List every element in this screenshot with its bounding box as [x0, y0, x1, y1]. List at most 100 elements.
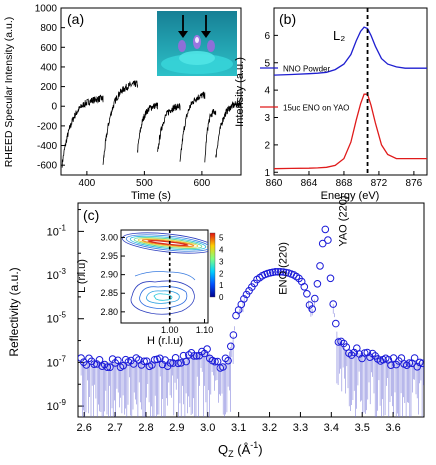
panel-c-ylabel: Reflectivity (a.u.) — [7, 267, 21, 356]
data-point — [213, 357, 222, 366]
series-15uc-eno-on-yao — [274, 93, 427, 170]
y-tick-label: 10-5 — [47, 311, 67, 326]
x-tick-label: 872 — [371, 178, 388, 189]
y-tick-label: -400 — [37, 141, 57, 152]
data-point — [334, 338, 343, 346]
data-point — [279, 268, 288, 276]
x-tick-label: 864 — [301, 178, 318, 189]
data-point — [316, 262, 324, 270]
data-point — [360, 349, 369, 357]
rheed-trace-segment — [157, 103, 181, 152]
x-tick-label: 2.8 — [138, 422, 153, 434]
rheed-trace-segment — [215, 100, 241, 158]
x-tick-label: 400 — [79, 178, 96, 189]
colorbar-tick-label: 3 — [219, 257, 224, 266]
y-tick-label: -200 — [37, 121, 57, 132]
data-point — [203, 345, 211, 353]
data-point — [158, 360, 167, 369]
x-tick-label: 868 — [336, 178, 353, 189]
data-point — [195, 351, 204, 360]
y-tick-label: 4 — [264, 86, 270, 97]
x-tick-label: 3.0 — [200, 422, 215, 434]
y-tick-label: 400 — [40, 62, 57, 73]
data-point — [192, 352, 201, 360]
colorbar-tick-label: 1 — [219, 281, 224, 290]
data-point — [413, 363, 422, 371]
data-point — [177, 359, 185, 367]
panel-b-ylabel: Intensity (a.u.) — [234, 57, 246, 127]
annotation-yao-220: YAO (220) — [338, 196, 350, 247]
x-tick-label: 860 — [266, 178, 283, 189]
rheed-inset-image — [157, 11, 237, 76]
colorbar-tick-label: 0 — [219, 293, 224, 302]
inset-y-tick-label: 2.85 — [100, 288, 118, 298]
colorbar-tick-label: 4 — [219, 246, 224, 255]
panel-b-frame — [273, 7, 428, 176]
y-tick-label: 1000 — [35, 4, 58, 15]
inset-y-tick-label: 3.00 — [100, 232, 118, 242]
panel-c-frame — [77, 202, 425, 418]
panel-b-xlabel: Energy (eV) — [321, 190, 380, 202]
data-point — [410, 354, 419, 362]
x-tick-label: 600 — [194, 178, 211, 189]
x-tick-label: 3.2 — [262, 422, 277, 434]
data-point — [150, 356, 159, 364]
data-point — [350, 348, 359, 357]
rheed-trace-segment — [137, 102, 158, 153]
inset-y-tick-label: 2.80 — [100, 307, 118, 317]
y-tick-label: 0 — [51, 102, 57, 113]
panel-a-frame — [60, 7, 242, 176]
rheed-trace-segment — [179, 91, 206, 162]
data-point — [368, 349, 377, 358]
x-tick-label: 3.5 — [355, 422, 370, 434]
rsm-inset: 1.00 1.10 2.80 2.85 2.90 2.95 3.00 0 1 2 3 4 5 H (r… — [76, 229, 224, 347]
x-tick-label: 500 — [136, 178, 153, 189]
data-point — [324, 236, 332, 244]
legend-nno-label: NNO Powder — [283, 65, 330, 74]
data-point — [90, 360, 98, 369]
rsm-contours-lower — [130, 271, 196, 315]
panel-c-xlabel: QZ (Å-1) — [218, 440, 263, 459]
data-point — [103, 363, 112, 372]
data-point — [313, 280, 322, 288]
y-tick-label: 10-1 — [47, 223, 67, 238]
data-point — [329, 300, 338, 308]
y-tick-label: 10-9 — [47, 398, 67, 413]
data-point — [266, 269, 275, 277]
colorbar — [209, 232, 216, 298]
data-point — [108, 355, 117, 363]
data-point — [174, 359, 182, 368]
data-point — [308, 305, 317, 313]
y-tick-label: 200 — [40, 82, 57, 93]
data-point — [337, 337, 345, 346]
rsm-contours-upper — [121, 232, 208, 254]
panel-c: 2.6 2.7 2.8 2.9 3.0 3.1 3.2 3.3 3.4 3.5 3.6 10-1 10-… — [7, 196, 425, 459]
y-tick-label: 3 — [264, 113, 270, 124]
y-tick-label: 10-7 — [47, 354, 67, 369]
y-tick-label: 2 — [264, 140, 270, 151]
data-point — [347, 351, 356, 359]
data-point — [318, 239, 327, 248]
data-point — [182, 357, 190, 366]
data-point — [106, 363, 114, 372]
inset-ylabel: L (r.l.u) — [76, 259, 88, 293]
y-tick-label: 6 — [264, 31, 270, 42]
data-point — [219, 363, 227, 371]
data-point — [114, 356, 122, 365]
data-point — [229, 331, 238, 339]
data-point — [271, 268, 280, 276]
inset-x-tick-label: 1.10 — [196, 325, 214, 335]
panel-a-label: (a) — [67, 11, 84, 27]
x-tick-label: 2.7 — [107, 422, 122, 434]
x-tick-label: 3.3 — [293, 422, 308, 434]
data-point — [374, 355, 382, 363]
data-point — [282, 268, 290, 277]
x-tick-label: 3.6 — [385, 422, 400, 434]
y-tick-label: 5 — [264, 58, 270, 69]
panel-c-label: (c) — [83, 207, 99, 223]
y-tick-label: 800 — [40, 23, 57, 34]
data-point — [405, 359, 414, 367]
inset-x-tick-label: 1.00 — [161, 325, 179, 335]
inset-y-tick-label: 2.90 — [100, 270, 118, 280]
